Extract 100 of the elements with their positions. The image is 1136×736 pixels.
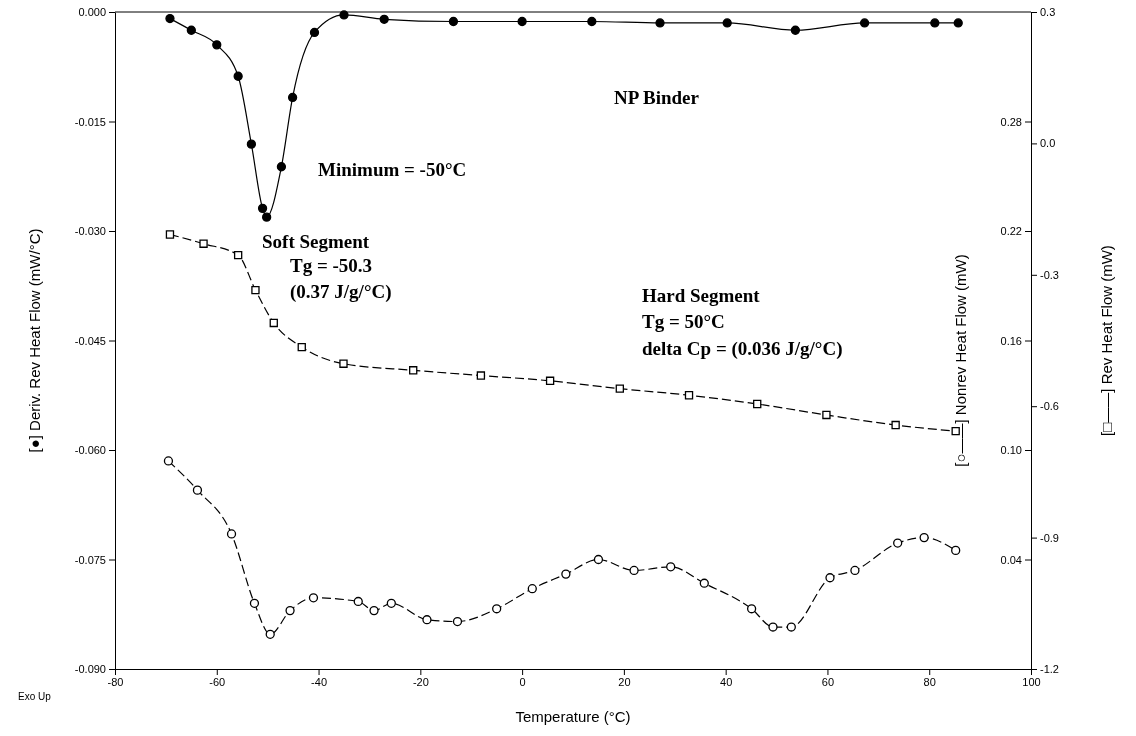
y2-tick-label: 0.28	[1000, 115, 1022, 128]
y-tick-label: -0.090	[74, 663, 106, 676]
point	[165, 230, 175, 239]
point	[233, 71, 243, 81]
point	[517, 16, 527, 27]
point	[212, 40, 222, 50]
point	[309, 27, 320, 38]
point	[422, 615, 432, 625]
point	[287, 92, 298, 103]
point	[930, 18, 940, 28]
annotation: Tg = -50.3	[290, 255, 373, 276]
point	[822, 410, 831, 420]
point	[226, 529, 237, 539]
annotation: Soft Segment	[262, 231, 370, 252]
point	[246, 139, 257, 149]
y3-tick-label: -0.3	[1040, 268, 1059, 281]
point	[308, 593, 319, 603]
point	[276, 162, 287, 172]
y3-tick-label: -1.2	[1040, 663, 1059, 676]
point	[561, 569, 571, 579]
point	[527, 584, 537, 594]
annotation: NP Binder	[614, 87, 700, 108]
point	[476, 371, 486, 380]
annotation: Tg = 50°C	[642, 311, 725, 332]
y-tick-label: -0.030	[74, 225, 106, 238]
point	[262, 212, 272, 222]
y-tick-label: -0.045	[74, 334, 106, 347]
point	[186, 25, 196, 35]
point	[409, 366, 418, 375]
point	[953, 18, 963, 28]
point	[448, 16, 459, 27]
point	[249, 598, 260, 608]
point	[746, 604, 757, 614]
point	[893, 538, 903, 548]
point	[199, 239, 208, 248]
point	[297, 342, 306, 352]
point	[825, 573, 835, 583]
y-axis-title: [●] Deriv. Rev Heat Flow (mW/°C)	[26, 228, 43, 453]
y3-tick-label: 0.3	[1040, 6, 1056, 19]
x-axis-title: Temperature (°C)	[515, 708, 631, 725]
point	[163, 456, 174, 466]
point	[891, 420, 900, 430]
point	[269, 318, 278, 328]
point	[251, 285, 260, 295]
x-tick-label: 0	[519, 675, 526, 688]
y2-tick-label: 0.04	[1000, 553, 1022, 566]
y-tick-label: -0.060	[74, 444, 106, 457]
x-tick-label: 80	[923, 675, 936, 688]
point	[666, 562, 676, 572]
point	[165, 13, 175, 24]
y2-tick-label: 0.10	[1000, 444, 1022, 457]
point	[265, 629, 275, 639]
point	[369, 605, 379, 616]
y-tick-label: -0.075	[74, 553, 106, 566]
annotation: delta Cp = (0.036 J/g/°C)	[642, 338, 843, 360]
point	[786, 622, 796, 632]
x-tick-label: 100	[1022, 675, 1041, 688]
point	[339, 359, 348, 368]
x-tick-label: -60	[209, 675, 226, 688]
point	[192, 485, 203, 495]
x-tick-label: -20	[412, 675, 429, 688]
y3-tick-label: 0.0	[1040, 137, 1056, 150]
point	[545, 376, 555, 385]
point	[353, 596, 363, 607]
y2-axis-title: [○——] Nonrev Heat Flow (mW)	[952, 254, 969, 467]
text: Exo Up	[18, 691, 52, 702]
x-tick-label: 40	[720, 675, 733, 688]
point	[285, 605, 295, 616]
y3-tick-label: -0.6	[1040, 400, 1059, 413]
y3-axis-title: [□——] Rev Heat Flow (mW)	[1098, 245, 1115, 436]
point	[951, 545, 961, 556]
point	[790, 25, 801, 35]
annotation: Hard Segment	[642, 285, 761, 306]
point	[339, 10, 349, 20]
x-tick-label: 60	[821, 675, 835, 688]
y3-tick-label: -0.9	[1040, 531, 1059, 544]
point	[233, 250, 243, 260]
y2-tick-label: 0.22	[1000, 225, 1022, 238]
point	[379, 14, 389, 24]
point	[587, 16, 597, 27]
point	[753, 399, 762, 409]
point	[615, 384, 624, 393]
point	[629, 565, 639, 576]
point	[699, 578, 709, 588]
x-tick-label: -40	[311, 675, 328, 688]
y-tick-label: -0.015	[74, 115, 106, 128]
y2-tick-label: 0.16	[1000, 334, 1022, 347]
point	[257, 203, 268, 213]
point	[684, 391, 694, 400]
x-tick-label: -80	[107, 675, 124, 688]
point	[859, 18, 870, 28]
point	[593, 554, 604, 565]
point	[850, 565, 860, 576]
x-tick-label: 20	[618, 675, 631, 688]
point	[492, 604, 502, 614]
point	[722, 18, 732, 28]
point	[452, 616, 463, 627]
point	[768, 622, 778, 632]
annotation: (0.37 J/g/°C)	[290, 281, 392, 303]
point	[386, 598, 396, 608]
